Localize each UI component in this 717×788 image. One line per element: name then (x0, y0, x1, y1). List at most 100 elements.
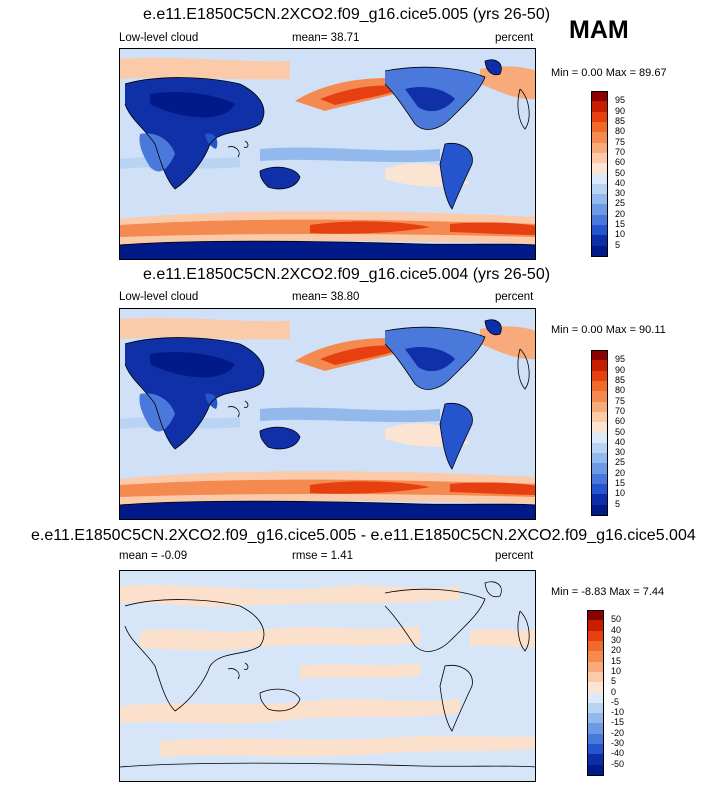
panel1-map-field (120, 49, 535, 259)
colorbar-swatch (591, 173, 608, 185)
colorbar-swatch (587, 651, 604, 663)
colorbar-swatch (587, 702, 604, 714)
colorbar-tick-label: 20 (611, 645, 622, 656)
colorbar-swatch (587, 733, 604, 745)
colorbar-tick-label: 10 (611, 665, 622, 676)
colorbar-tick-label: 75 (615, 136, 626, 147)
colorbar-tick-label: 85 (615, 115, 626, 126)
colorbar-tick-label: 50 (611, 614, 622, 625)
colorbar-swatch (591, 235, 608, 247)
colorbar-swatch (587, 764, 604, 776)
panel2-map-field (120, 309, 535, 519)
colorbar-swatch (587, 620, 604, 632)
colorbar-swatch (591, 121, 608, 133)
panel1-map (119, 48, 536, 260)
panel2-map (119, 308, 536, 520)
colorbar-swatch (591, 142, 608, 154)
colorbar-tick-label: 25 (615, 457, 626, 468)
colorbar-tick-label: -40 (611, 748, 625, 759)
colorbar-swatch (587, 610, 604, 621)
colorbar-tick-label: 10 (615, 229, 626, 240)
colorbar-tick-label: -50 (611, 758, 625, 769)
colorbar-tick-label: -30 (611, 738, 625, 749)
panel3-rmse-label: rmse = 1.41 (292, 550, 354, 562)
colorbar-tick-label: 40 (615, 436, 626, 447)
colorbar-tick-label: 90 (615, 105, 626, 116)
panel1-mean-label: mean= 38.71 (292, 32, 360, 44)
colorbar-swatch (587, 754, 604, 766)
colorbar-tick-label: 30 (611, 634, 622, 645)
colorbar-tick-label: 75 (615, 395, 626, 406)
colorbar-tick-label: 70 (615, 146, 626, 157)
panel2-mean-label: mean= 38.80 (292, 291, 360, 303)
colorbar-swatch (591, 194, 608, 205)
panel3-minmax: Min = -8.83 Max = 7.44 (551, 586, 665, 598)
colorbar-swatch (591, 245, 608, 257)
colorbar-swatch (591, 350, 608, 361)
colorbar-swatch (587, 744, 604, 755)
colorbar-swatch (591, 101, 608, 113)
colorbar-swatch (591, 132, 608, 144)
colorbar-swatch (587, 713, 604, 724)
colorbar-swatch (591, 111, 608, 123)
colorbar-swatch (587, 692, 604, 704)
panel1-title: e.e11.E1850C5CN.2XCO2.f09_g16.cice5.005 … (143, 6, 551, 23)
colorbar-tick-label: 20 (615, 467, 626, 478)
colorbar-swatch (587, 723, 604, 735)
colorbar-tick-label: 0 (611, 686, 617, 697)
panel3-units-label: percent (495, 550, 534, 562)
colorbar-tick-label: 60 (615, 157, 626, 168)
colorbar-swatch (587, 630, 604, 642)
colorbar-swatch (591, 391, 608, 403)
colorbar-swatch (587, 661, 604, 673)
colorbar-tick-label: 15 (615, 478, 626, 489)
colorbar-swatch (591, 442, 608, 454)
colorbar-swatch (591, 214, 608, 226)
colorbar-tick-label: 60 (615, 416, 626, 427)
colorbar-tick-label: 30 (615, 447, 626, 458)
colorbar-tick-label: 15 (611, 655, 622, 666)
season-label: MAM (569, 16, 629, 44)
panel3-map (119, 570, 536, 782)
panel3-title: e.e11.E1850C5CN.2XCO2.f09_g16.cice5.005 … (31, 527, 696, 544)
panel2-variable-label: Low-level cloud (119, 291, 199, 303)
colorbar-swatch (591, 360, 608, 372)
colorbar-swatch (591, 463, 608, 475)
colorbar-swatch (591, 163, 608, 174)
colorbar-tick-label: -5 (611, 696, 620, 707)
colorbar-swatch (591, 91, 608, 102)
colorbar-swatch (591, 183, 608, 195)
colorbar-swatch (591, 401, 608, 413)
colorbar-tick-label: -10 (611, 707, 625, 718)
colorbar-swatch (591, 411, 608, 423)
colorbar-tick-label: 5 (615, 239, 621, 250)
colorbar-tick-label: 15 (615, 219, 626, 230)
panel1-colorbar: 95 90 85 80 75 70 60 50 40 30 25 20 15 10 5 (591, 91, 651, 257)
panel1-variable-label: Low-level cloud (119, 32, 199, 44)
colorbar-swatch (591, 504, 608, 516)
colorbar-tick-label: -20 (611, 727, 625, 738)
panel3-mean-label: mean = -0.09 (119, 550, 188, 562)
colorbar-swatch (591, 422, 608, 433)
colorbar-tick-label: 20 (615, 208, 626, 219)
colorbar-tick-label: 40 (611, 624, 622, 635)
panel2-title: e.e11.E1850C5CN.2XCO2.f09_g16.cice5.004 … (143, 266, 551, 283)
colorbar-tick-label: 5 (615, 498, 621, 509)
colorbar-tick-label: 30 (615, 188, 626, 199)
colorbar-tick-label: 80 (615, 126, 626, 137)
colorbar-swatch (587, 640, 604, 652)
colorbar-swatch (591, 225, 608, 236)
colorbar-tick-label: 95 (615, 95, 626, 106)
colorbar-tick-label: 50 (615, 426, 626, 437)
panel2-minmax: Min = 0.00 Max = 90.11 (551, 324, 666, 336)
colorbar-tick-label: 80 (615, 385, 626, 396)
colorbar-swatch (591, 370, 608, 382)
colorbar-tick-label: 10 (615, 488, 626, 499)
colorbar-swatch (591, 152, 608, 164)
colorbar-swatch (591, 473, 608, 485)
colorbar-swatch (587, 682, 604, 693)
colorbar-swatch (591, 453, 608, 464)
colorbar-tick-label: 95 (615, 354, 626, 365)
colorbar-tick-label: 50 (615, 167, 626, 178)
colorbar-tick-label: 40 (615, 177, 626, 188)
